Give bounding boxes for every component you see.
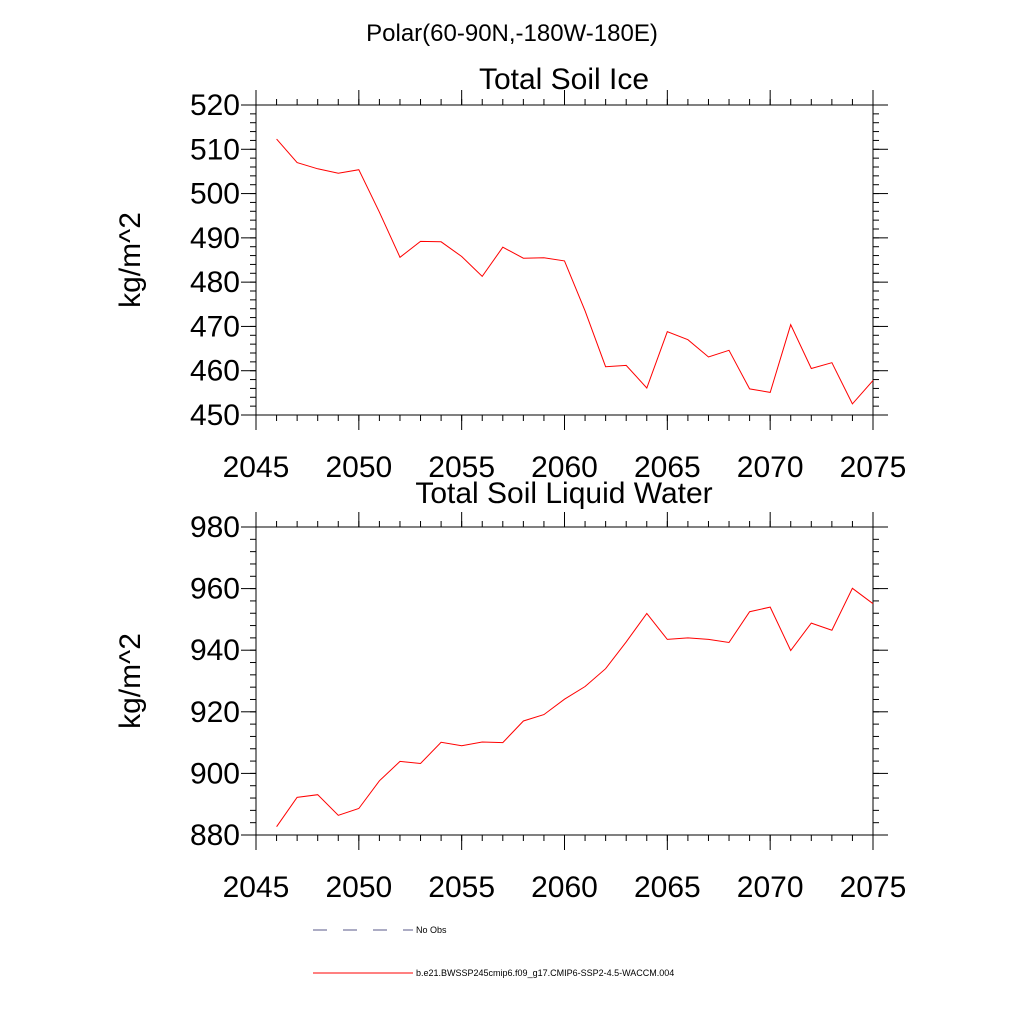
axes-group: 450 460 470 480 490 500 510 520 2045 2050 2055 2060…	[190, 89, 906, 484]
x-tick-label: 2055	[428, 451, 495, 484]
y-tick-label: 920	[190, 696, 240, 729]
legend-label: No Obs	[416, 925, 447, 935]
x-tick-label: 2075	[840, 871, 907, 904]
y-axis-label: kg/m^2	[114, 633, 147, 729]
panel-total-soil-ice: Total Soil Ice kg/m^2 450460470480490500…	[114, 63, 906, 484]
series-line	[276, 587, 874, 827]
panel-total-soil-liquid-water: Total Soil Liquid Water kg/m^2 880 900 920…	[114, 477, 906, 904]
series-group	[276, 587, 874, 827]
y-tick-label: 450	[190, 399, 240, 432]
y-tick-label: 900	[190, 757, 240, 790]
legend-item-no-obs: No Obs	[313, 925, 447, 935]
y-tick-label: 510	[190, 133, 240, 166]
plot-frame	[255, 104, 874, 416]
x-tick-label: 2070	[737, 451, 804, 484]
x-tick-label: 2065	[634, 871, 701, 904]
y-tick-label: 880	[190, 819, 240, 852]
y-axis-label: kg/m^2	[114, 212, 147, 308]
x-tick-label: 2075	[840, 451, 907, 484]
legend-label: b.e21.BWSSP245cmip6.f09_g17.CMIP6-SSP2-4…	[416, 968, 674, 978]
x-tick-label: 2060	[531, 451, 598, 484]
y-tick-label: 980	[190, 511, 240, 544]
plot-frame	[255, 526, 874, 836]
y-tick-label: 490	[190, 222, 240, 255]
x-tick-label: 2050	[325, 451, 392, 484]
figure-suptitle: Polar(60-90N,-180W-180E)	[366, 20, 658, 47]
x-tick-label: 2045	[223, 871, 290, 904]
panel-title: Total Soil Liquid Water	[415, 477, 712, 510]
y-tick-label: 520	[190, 89, 240, 122]
y-tick-label: 470	[190, 310, 240, 343]
x-tick-label: 2070	[737, 871, 804, 904]
series-group	[276, 138, 874, 405]
axes-group: 880 900 920 940 960 980 2045 2050 2055 2060 2065 20…	[190, 511, 906, 904]
x-tick-label: 2065	[634, 451, 701, 484]
x-tick-label: 2060	[531, 871, 598, 904]
legend: No Obs b.e21.BWSSP245cmip6.f09_g17.CMIP6…	[313, 925, 674, 978]
y-tick-label: 940	[190, 634, 240, 667]
x-tick-label: 2055	[428, 871, 495, 904]
series-line	[276, 138, 874, 405]
y-tick-label: 460	[190, 355, 240, 388]
y-tick-label: 960	[190, 573, 240, 606]
x-tick-label: 2050	[325, 871, 392, 904]
y-tick-label: 480	[190, 266, 240, 299]
y-tick-label: 500	[190, 178, 240, 211]
x-tick-label: 2045	[223, 451, 290, 484]
legend-item-model: b.e21.BWSSP245cmip6.f09_g17.CMIP6-SSP2-4…	[313, 968, 674, 978]
